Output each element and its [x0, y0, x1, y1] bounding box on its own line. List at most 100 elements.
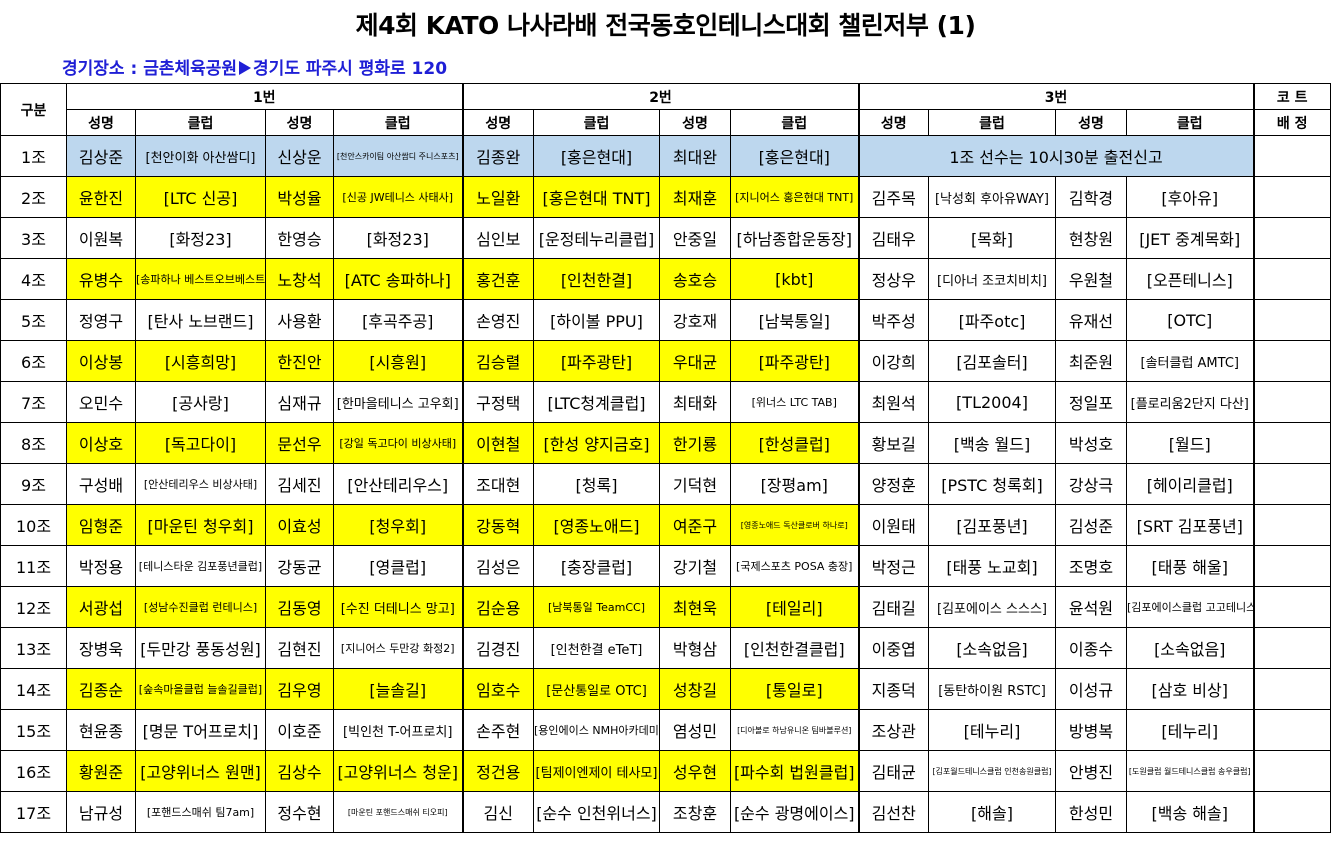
player-name: 한진안 — [265, 340, 334, 382]
player-name: 사용환 — [265, 299, 334, 341]
player-club: [청우회] — [333, 504, 464, 546]
player-club: [용인에이스 NMH아카데미] — [533, 709, 660, 751]
player-name: 김우영 — [265, 668, 334, 710]
court-3-header: 3번 — [858, 83, 1255, 110]
player-club: [순수 인천위너스] — [533, 791, 660, 833]
player-name: 심재규 — [265, 381, 334, 423]
column-header: 배 정 — [1253, 109, 1331, 136]
player-name: 김상수 — [265, 750, 334, 792]
table-row: 14조 김종순 [숲속마을클럽 늘솔길클럽] 김우영 [늘솔길] 임호수 [문산통일로 OT… — [0, 668, 1331, 710]
player-name: 안중일 — [659, 217, 731, 259]
player-name: 조창훈 — [659, 791, 731, 833]
player-name: 김주목 — [858, 176, 929, 218]
player-name: 윤석원 — [1055, 586, 1127, 628]
player-club: [후아유] — [1126, 176, 1255, 218]
player-club: [시흥희망] — [135, 340, 266, 382]
table-row: 17조 남규성 [포핸드스매쉬 팀7am] 정수현 [마운틴 포핸드스매쉬 티오피] 김신… — [0, 791, 1331, 833]
player-club: [독고다이] — [135, 422, 266, 464]
player-club: [고양위너스 원맨] — [135, 750, 266, 792]
player-name: 김순용 — [462, 586, 534, 628]
player-name: 구정택 — [462, 381, 534, 423]
player-club: [테니스타운 김포풍년클럽] — [135, 545, 266, 587]
group-number: 4조 — [0, 258, 67, 300]
court-1-header: 1번 — [66, 83, 464, 110]
player-name: 조상관 — [858, 709, 929, 751]
player-name: 김신 — [462, 791, 534, 833]
court-assign-cell — [1253, 422, 1331, 464]
player-name: 김태길 — [858, 586, 929, 628]
player-club: [디아너 조코치비치] — [928, 258, 1056, 300]
court-assign-cell — [1253, 791, 1331, 833]
player-name: 김성은 — [462, 545, 534, 587]
court-assign-cell — [1253, 463, 1331, 505]
player-name: 박형삼 — [659, 627, 731, 669]
player-name: 현윤종 — [66, 709, 136, 751]
player-club: [인천한결 eTeT] — [533, 627, 660, 669]
player-name: 우원철 — [1055, 258, 1127, 300]
player-club: [국제스포츠 POSA 충장] — [730, 545, 860, 587]
group-number: 13조 — [0, 627, 67, 669]
court-assign-cell — [1253, 668, 1331, 710]
player-name: 정건용 — [462, 750, 534, 792]
player-club: [하남종합운동장] — [730, 217, 860, 259]
player-club: [TL2004] — [928, 381, 1056, 423]
table-row: 4조 유병수 [송파하나 베스트오브베스트] 노창석 [ATC 송파하나] 홍건훈 [인천한… — [0, 258, 1331, 300]
group-number: 10조 — [0, 504, 67, 546]
player-name: 박성율 — [265, 176, 334, 218]
player-name: 성창길 — [659, 668, 731, 710]
player-name: 최현욱 — [659, 586, 731, 628]
court-assign-cell — [1253, 545, 1331, 587]
player-club: [두만강 풍동성원] — [135, 627, 266, 669]
player-club: [안산테리우스] — [333, 463, 464, 505]
player-club: [낙성회 후아유WAY] — [928, 176, 1056, 218]
player-club: [운정테누리클럽] — [533, 217, 660, 259]
court-assign-cell — [1253, 750, 1331, 792]
player-name: 이중엽 — [858, 627, 929, 669]
table-row: 2조 윤한진 [LTC 신공] 박성율 [신공 JW테니스 사태사] 노일환 [홍은현대 T… — [0, 176, 1331, 218]
player-name: 한성민 — [1055, 791, 1127, 833]
player-name: 강동혁 — [462, 504, 534, 546]
player-club: [태풍 노교회] — [928, 545, 1056, 587]
club-column-header: 클럽 — [1126, 109, 1255, 136]
player-club: [월드] — [1126, 422, 1255, 464]
player-name: 이원복 — [66, 217, 136, 259]
court-assign-cell — [1253, 504, 1331, 546]
table-row: 3조 이원복 [화정23] 한영승 [화정23] 심인보 [운정테누리클럽] 안중일 [하남종합… — [0, 217, 1331, 259]
player-club: [플로리움2단지 다산] — [1126, 381, 1255, 423]
group-number: 15조 — [0, 709, 67, 751]
player-name: 여준구 — [659, 504, 731, 546]
player-club: [파주광탄] — [730, 340, 860, 382]
court-assign-cell — [1253, 258, 1331, 300]
table-row: 5조 정영구 [탄사 노브랜드] 사용환 [후곡주공] 손영진 [하이볼 PPU] 강호재 [남… — [0, 299, 1331, 341]
player-club: [포핸드스매쉬 팀7am] — [135, 791, 266, 833]
player-club: [한성클럽] — [730, 422, 860, 464]
player-club: [백송 해솔] — [1126, 791, 1255, 833]
venue-label: 경기장소 : — [62, 59, 138, 79]
group-number: 11조 — [0, 545, 67, 587]
player-club: [LTC청계클럽] — [533, 381, 660, 423]
player-name: 김선찬 — [858, 791, 929, 833]
player-club: [김포솔터] — [928, 340, 1056, 382]
player-name: 성우현 — [659, 750, 731, 792]
player-name: 이성규 — [1055, 668, 1127, 710]
player-club: [순수 광명에이스] — [730, 791, 860, 833]
player-name: 손영진 — [462, 299, 534, 341]
player-club: [김포에이스 스스스] — [928, 586, 1056, 628]
player-club: [소속없음] — [928, 627, 1056, 669]
player-name: 최대완 — [659, 135, 731, 177]
player-club: [솔터클럽 AMTC] — [1126, 340, 1255, 382]
player-club: [숲속마을클럽 늘솔길클럽] — [135, 668, 266, 710]
player-club: [영클럽] — [333, 545, 464, 587]
name-column-header: 성명 — [858, 109, 929, 136]
player-name: 조명호 — [1055, 545, 1127, 587]
player-club: [문산통일로 OTC] — [533, 668, 660, 710]
group-number: 17조 — [0, 791, 67, 833]
table-row: 10조 임형준 [마운틴 청우회] 이효성 [청우회] 강동혁 [영종노애드] 여준구 [영종노… — [0, 504, 1331, 546]
player-club: [지니어스 홍은현대 TNT] — [730, 176, 860, 218]
player-club: [하이볼 PPU] — [533, 299, 660, 341]
player-name: 오민수 — [66, 381, 136, 423]
player-name: 정상우 — [858, 258, 929, 300]
table-row: 6조 이상봉 [시흥희망] 한진안 [시흥원] 김승렬 [파주광탄] 우대균 [파주광탄] 이강희… — [0, 340, 1331, 382]
group-number: 5조 — [0, 299, 67, 341]
player-name: 이현철 — [462, 422, 534, 464]
